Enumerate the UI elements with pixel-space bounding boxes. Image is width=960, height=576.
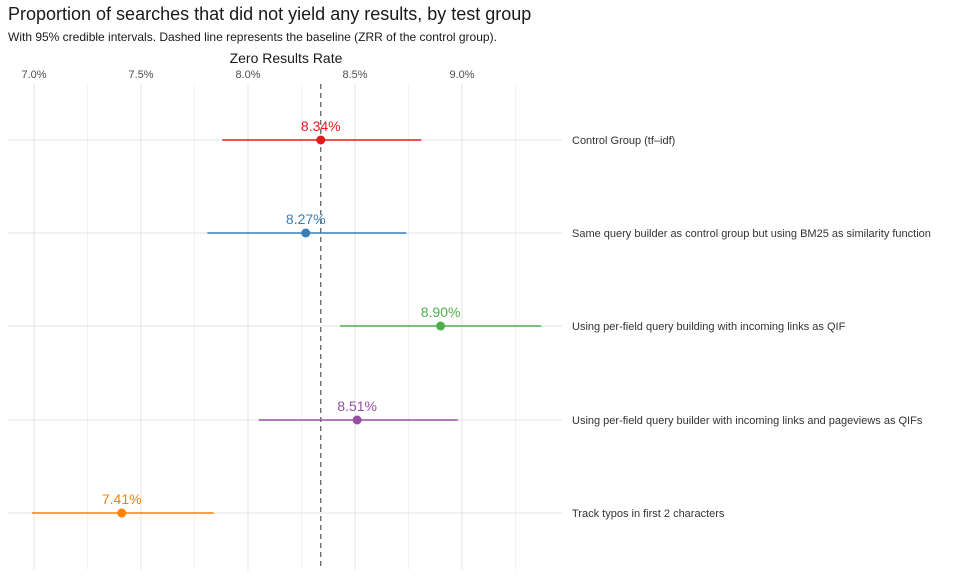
value-label: 8.51% bbox=[337, 398, 377, 414]
estimate-point bbox=[301, 228, 311, 238]
value-label: 8.27% bbox=[286, 211, 326, 227]
estimate-point bbox=[117, 508, 127, 518]
grid-layer bbox=[33, 84, 516, 570]
estimate-point bbox=[436, 321, 446, 331]
category-label: Track typos in first 2 characters bbox=[572, 508, 725, 520]
category-label: Control Group (tf–idf) bbox=[572, 135, 675, 147]
value-label: 8.34% bbox=[301, 118, 341, 134]
category-label: Using per-field query building with inco… bbox=[572, 321, 846, 333]
estimate-point bbox=[316, 135, 326, 145]
rows-layer: Control Group (tf–idf) Same query builder… bbox=[8, 135, 931, 520]
chart-subtitle: With 95% credible intervals. Dashed line… bbox=[8, 30, 497, 44]
value-label: 7.41% bbox=[102, 491, 142, 507]
estimate-point bbox=[352, 415, 362, 425]
marks-layer: 8.34% 8.27% 8.90% 8.51% 7.41% bbox=[31, 118, 542, 518]
x-axis: Zero Results Rate 7.0% 7.5% 8.0% 8.5% 9.0% bbox=[21, 50, 474, 81]
x-tick-label: 7.5% bbox=[128, 69, 153, 81]
chart-title: Proportion of searches that did not yiel… bbox=[8, 4, 532, 24]
x-tick-label: 8.5% bbox=[342, 69, 367, 81]
x-tick-label: 8.0% bbox=[235, 69, 260, 81]
category-label: Same query builder as control group but … bbox=[572, 228, 931, 240]
x-tick-label: 7.0% bbox=[21, 69, 46, 81]
category-label: Using per-field query builder with incom… bbox=[572, 415, 923, 427]
x-tick-label: 9.0% bbox=[449, 69, 474, 81]
x-axis-title: Zero Results Rate bbox=[230, 50, 343, 66]
value-label: 8.90% bbox=[421, 304, 461, 320]
